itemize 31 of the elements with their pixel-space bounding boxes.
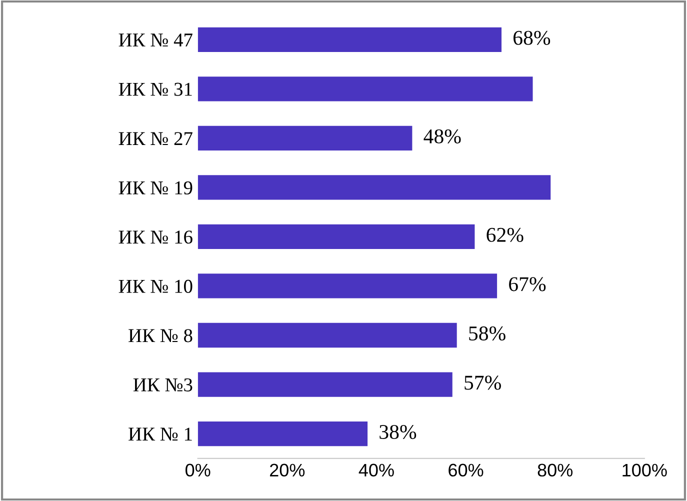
x-tick-label: 80%: [538, 464, 573, 477]
data-label: 62%: [486, 228, 524, 242]
x-tick-label: 40%: [358, 464, 394, 477]
bar: [198, 76, 533, 102]
bar: [198, 322, 457, 348]
bar: [198, 372, 452, 397]
bar: [198, 175, 551, 200]
x-tick-label: 100%: [622, 464, 667, 477]
data-label: 67%: [509, 277, 546, 292]
y-tick-label: ИК № 1: [128, 428, 192, 441]
x-tick-label: 60%: [448, 464, 484, 477]
data-label: 68%: [514, 30, 550, 45]
bar: [198, 126, 412, 151]
bar: [198, 27, 502, 52]
bar: [198, 274, 498, 298]
data-label: 58%: [469, 326, 506, 341]
y-tick-label: ИК №3: [133, 378, 192, 392]
y-tick-label: ИК № 31: [118, 82, 192, 96]
y-tick-label: ИК № 16: [118, 230, 192, 244]
y-tick-label: ИК № 10: [118, 280, 192, 293]
data-label: 38%: [380, 424, 416, 440]
y-tick-label: ИК № 8: [128, 329, 192, 342]
y-tick-label: ИК № 19: [118, 181, 192, 194]
data-label: 57%: [464, 376, 501, 390]
bar: [198, 224, 475, 250]
bar: [198, 421, 368, 446]
data-label: 48%: [424, 129, 461, 144]
y-tick-label: ИК № 47: [118, 34, 192, 46]
y-tick-label: ИК № 27: [118, 132, 192, 145]
x-tick-label: 20%: [270, 464, 305, 477]
x-tick-label: 0%: [186, 464, 210, 477]
